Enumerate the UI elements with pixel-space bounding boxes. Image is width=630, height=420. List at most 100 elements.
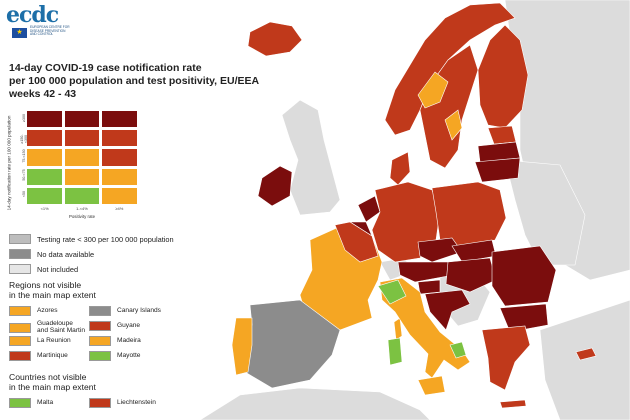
croatia [424, 289, 471, 331]
title-line-1: 14-day COVID-19 case notification rate [9, 62, 202, 74]
region-item: Mayotte [89, 351, 140, 361]
poland [431, 181, 507, 247]
title-line-2: per 100 000 population and test positivi… [9, 75, 260, 87]
sardinia [387, 337, 403, 366]
region-label: Azores [37, 306, 58, 314]
matrix-y-tick: ≥300 [22, 114, 26, 122]
logo-subtext: EUROPEAN CENTRE FOR DISEASE PREVENTION A… [30, 25, 70, 37]
denmark [389, 151, 411, 186]
matrix-x-tick: ≥4% [115, 206, 124, 211]
sweden [419, 44, 479, 169]
matrix-cell [63, 186, 101, 205]
estonia [487, 125, 517, 145]
matrix-y-tick: ≥150-<300 [20, 134, 28, 144]
sweden-orange-south [444, 109, 463, 141]
matrix-cell [101, 110, 138, 129]
region-swatch [89, 306, 111, 316]
legend-not-included-swatch [9, 264, 31, 274]
country-label: Liechtenstein [117, 398, 156, 406]
region-swatch [9, 322, 31, 333]
portugal [231, 317, 253, 376]
bulgaria [499, 303, 549, 333]
title-line-3: weeks 42 - 43 [9, 88, 77, 100]
matrix-y-label: 14-day notification rate per 100 000 pop… [6, 115, 12, 211]
regions-heading: Regions not visible in the main map exte… [9, 280, 96, 300]
matrix-cell [26, 129, 63, 148]
region-item: Martinique [9, 351, 68, 361]
region-label: Guadeloupe and Saint Martin [37, 320, 86, 334]
region-swatch [9, 351, 31, 361]
matrix-cell [101, 167, 138, 186]
lithuania [474, 157, 521, 183]
italy [379, 277, 471, 379]
eu-flag-icon: ★ [12, 28, 27, 38]
ecdc-logo: ecdc ★ EUROPEAN CENTRE FOR DISEASE PREVE… [6, 2, 72, 40]
matrix-y-tick: 50-<75 [22, 169, 26, 181]
matrix-y-tick: 75-<150 [22, 149, 26, 163]
matrix-y-tick: <50 [22, 190, 26, 198]
legend-testing-rate: Testing rate < 300 per 100 000 populatio… [9, 234, 174, 244]
countries-heading: Countries not visible in the main map ex… [9, 372, 96, 392]
region-label: Guyane [117, 321, 141, 329]
matrix-cell [63, 167, 101, 186]
matrix-cell [101, 186, 138, 205]
slovenia [417, 279, 441, 295]
finland [477, 24, 529, 129]
france-north-red [334, 221, 379, 263]
hungary [445, 257, 497, 293]
matrix-cell [63, 129, 101, 148]
greece [481, 325, 531, 391]
region-label: Martinique [37, 351, 68, 359]
norway [384, 2, 516, 136]
cyprus [575, 347, 597, 361]
region-label: Canary Islands [117, 306, 161, 314]
map-title: 14-day COVID-19 case notification rate p… [9, 62, 259, 101]
netherlands [357, 195, 381, 223]
matrix-cell [63, 110, 101, 129]
sweden-orange-region [417, 71, 449, 109]
ireland [257, 165, 293, 207]
uk-landmass [281, 99, 341, 216]
iceland [247, 21, 303, 57]
region-item: Madeira [89, 336, 141, 346]
region-item: Guyane [89, 321, 140, 331]
region-label: La Reunion [37, 336, 71, 344]
matrix-x-tick: 1-<4% [76, 206, 88, 211]
legend-testing-rate-swatch [9, 234, 31, 244]
legend-no-data: No data available [9, 249, 94, 259]
matrix-cell [26, 186, 63, 205]
crete [499, 399, 527, 409]
country-swatch [89, 398, 111, 408]
country-label: Malta [37, 398, 54, 406]
rate-positivity-matrix: 14-day notification rate per 100 000 pop… [6, 108, 138, 228]
region-label: Mayotte [117, 351, 141, 359]
country-swatch [9, 398, 31, 408]
legend-not-included: Not included [9, 264, 78, 274]
north-africa [199, 387, 431, 420]
matrix-x-ticks: <1% 1-<4% ≥4% [26, 206, 138, 211]
matrix-cell [63, 148, 101, 167]
region-label: Madeira [117, 336, 141, 344]
matrix-cell [26, 110, 63, 129]
czechia [417, 237, 463, 263]
region-swatch [89, 321, 111, 331]
region-item: La Reunion [9, 336, 71, 346]
region-item: Guadeloupe and Saint Martin [9, 320, 86, 334]
corsica [393, 317, 403, 341]
sicily [417, 375, 446, 396]
matrix-cell [101, 148, 138, 167]
region-item: Azores [9, 306, 58, 316]
romania [491, 245, 557, 307]
country-item: Malta [9, 398, 53, 408]
matrix-cell [101, 129, 138, 148]
matrix-cell [26, 167, 63, 186]
turkey-landmass [539, 299, 630, 420]
legend-no-data-swatch [9, 249, 31, 259]
region-item: Canary Islands [89, 306, 161, 316]
matrix-cell [26, 148, 63, 167]
region-swatch [9, 306, 31, 316]
region-swatch [89, 336, 111, 346]
italy-south-green [449, 341, 467, 359]
logo-wordmark: ecdc [6, 2, 59, 28]
